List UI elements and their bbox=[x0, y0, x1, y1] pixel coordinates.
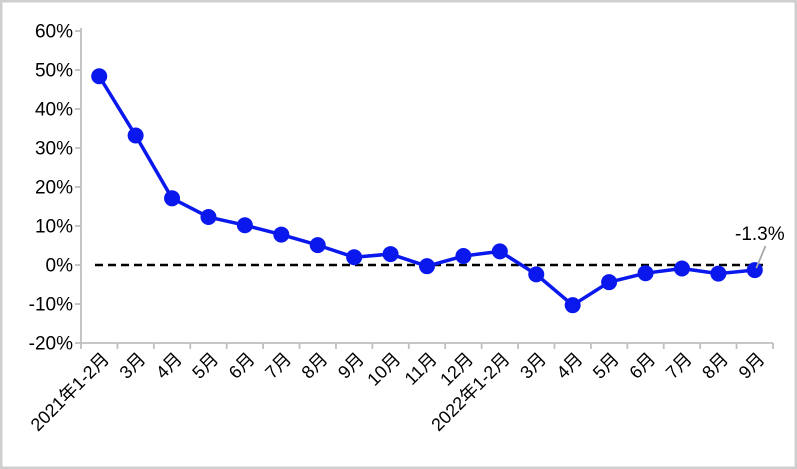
x-axis-label: 6月 bbox=[625, 349, 659, 383]
y-axis-label: -10% bbox=[29, 295, 73, 316]
data-point bbox=[127, 127, 144, 144]
data-point bbox=[746, 262, 763, 279]
data-point bbox=[564, 297, 581, 314]
x-axis-label: 7月 bbox=[261, 349, 295, 383]
x-axis-label: 3月 bbox=[116, 349, 150, 383]
data-point bbox=[382, 246, 399, 263]
data-point bbox=[346, 249, 363, 266]
x-axis-label: 6月 bbox=[225, 349, 259, 383]
data-point bbox=[710, 265, 727, 282]
y-axis-label: -20% bbox=[29, 334, 73, 355]
x-axis-label: 4月 bbox=[152, 349, 186, 383]
x-axis-label: 8月 bbox=[298, 349, 332, 383]
data-point bbox=[528, 266, 545, 283]
y-axis-label: 40% bbox=[35, 100, 73, 121]
data-point bbox=[419, 258, 435, 275]
data-point bbox=[164, 190, 181, 207]
data-point bbox=[309, 237, 326, 254]
y-axis-label: 20% bbox=[35, 178, 73, 199]
x-axis-label: 11月 bbox=[401, 349, 441, 389]
y-axis-label: 10% bbox=[35, 217, 73, 238]
data-point bbox=[601, 274, 618, 291]
y-axis-label: 60% bbox=[35, 22, 73, 43]
data-point bbox=[236, 217, 253, 234]
data-point bbox=[491, 243, 508, 260]
x-axis-label: 9月 bbox=[735, 349, 769, 383]
x-axis-label: 5月 bbox=[188, 349, 222, 383]
x-axis-label: 5月 bbox=[589, 349, 623, 383]
x-axis-label: 2021年1-2月 bbox=[27, 349, 113, 435]
y-axis-label: 0% bbox=[46, 256, 74, 277]
x-axis-label: 9月 bbox=[334, 349, 368, 383]
annotation-leader-line bbox=[755, 245, 767, 269]
data-point bbox=[200, 209, 217, 226]
data-point bbox=[455, 248, 472, 265]
data-point bbox=[637, 265, 654, 282]
y-axis-label: 30% bbox=[35, 139, 73, 160]
x-axis-label: 8月 bbox=[698, 349, 732, 383]
x-axis-label: 4月 bbox=[553, 349, 587, 383]
data-point bbox=[673, 260, 690, 277]
x-axis-label: 7月 bbox=[662, 349, 696, 383]
y-axis-label: 50% bbox=[35, 61, 73, 82]
x-axis-label: 3月 bbox=[516, 349, 550, 383]
data-point bbox=[91, 68, 108, 85]
x-axis-label: 10月 bbox=[363, 349, 404, 390]
annotation-label: -1.3% bbox=[735, 224, 785, 245]
data-point bbox=[273, 226, 290, 243]
